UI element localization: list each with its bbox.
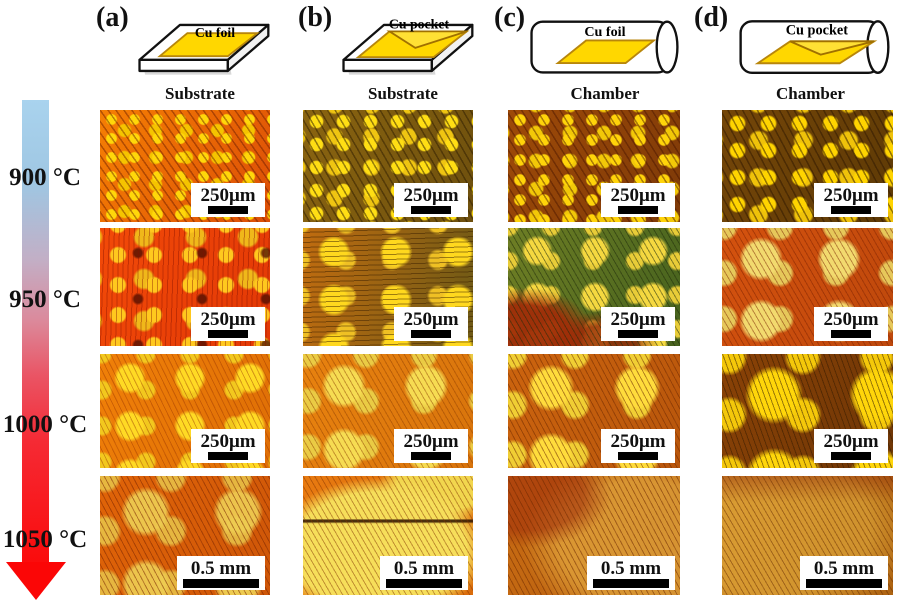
schematic-chamber-pocket: Cu pocket	[739, 20, 890, 74]
scale-bar: 250μm	[191, 429, 265, 463]
scale-rule	[386, 578, 462, 588]
scale-rule	[411, 452, 451, 460]
scale-bar: 250μm	[394, 183, 468, 217]
holder-caption-b: Substrate	[368, 84, 438, 103]
holder-caption-c: Chamber	[570, 84, 640, 103]
scale-label: 250μm	[610, 431, 666, 452]
micrograph-d-1050: 0.5 mm	[722, 476, 893, 595]
schematic-substrate-foil: Cu foil	[138, 23, 270, 75]
panel-header-c: (c) Cu foil Chamber	[494, 0, 684, 106]
scale-bar: 0.5 mm	[800, 556, 888, 590]
scale-rule	[618, 206, 658, 214]
schematic-substrate-pocket: Cu pocket	[342, 17, 474, 75]
scale-bar: 250μm	[814, 183, 888, 217]
temperature-gradient-bar	[22, 100, 49, 568]
scale-rule	[618, 330, 658, 338]
temperature-arrow-head-icon	[6, 562, 66, 600]
scale-label: 250μm	[823, 185, 879, 206]
temperature-label-900: 900 °C	[9, 164, 81, 191]
scale-label: 0.5 mm	[600, 557, 662, 579]
micrograph-a-950: 250μm	[100, 228, 270, 346]
scale-rule	[208, 452, 248, 460]
scale-bar: 0.5 mm	[380, 556, 468, 590]
micrograph-d-950: 250μm	[722, 228, 893, 346]
scale-bar: 250μm	[814, 429, 888, 463]
scale-bar: 250μm	[601, 307, 675, 341]
cu-pocket-label: Cu pocket	[389, 17, 450, 32]
scale-bar: 250μm	[601, 183, 675, 217]
panel-header-d: (d) Cu pocket Chamber	[694, 0, 895, 106]
scale-rule	[208, 330, 248, 338]
cu-foil-label: Cu foil	[584, 24, 625, 40]
scale-label: 0.5 mm	[190, 557, 252, 579]
scale-rule	[411, 206, 451, 214]
scale-bar: 0.5 mm	[177, 556, 265, 590]
micrograph-c-1050: 0.5 mm	[508, 476, 680, 595]
panel-label-b: (b)	[298, 2, 333, 33]
scale-bar: 250μm	[601, 429, 675, 463]
chamber-opening	[655, 20, 679, 74]
micrograph-b-900: 250μm	[303, 110, 473, 222]
cu-foil-shape	[555, 39, 657, 64]
micrograph-d-900: 250μm	[722, 110, 893, 222]
scale-bar: 250μm	[191, 307, 265, 341]
cu-pocket-flap	[386, 30, 468, 49]
scale-label: 0.5 mm	[813, 557, 875, 579]
temperature-label-1050: 1050 °C	[2, 526, 88, 553]
cu-foil-shape	[157, 32, 260, 58]
micrograph-d-1000: 250μm	[722, 354, 893, 468]
cu-pocket-label: Cu pocket	[786, 23, 849, 39]
scale-rule	[831, 452, 871, 460]
panel-header-b: (b) Cu pocket Substrate	[298, 0, 476, 106]
micrograph-c-900: 250μm	[508, 110, 680, 222]
scale-label: 250μm	[200, 431, 256, 452]
scale-rule	[593, 578, 669, 588]
chamber-opening	[866, 20, 890, 74]
scale-label: 250μm	[823, 309, 879, 330]
micrograph-a-1050: 0.5 mm	[100, 476, 270, 595]
scale-bar: 250μm	[394, 307, 468, 341]
scale-label: 250μm	[403, 185, 459, 206]
scale-rule	[208, 206, 248, 214]
micrograph-c-1000: 250μm	[508, 354, 680, 468]
micrograph-b-1000: 250μm	[303, 354, 473, 468]
temperature-label-1000: 1000 °C	[2, 411, 88, 438]
scale-bar: 250μm	[191, 183, 265, 217]
scale-rule	[618, 452, 658, 460]
scale-bar: 0.5 mm	[587, 556, 675, 590]
cu-pocket-flap	[789, 40, 875, 56]
holder-caption-d: Chamber	[776, 84, 845, 103]
holder-caption-a: Substrate	[165, 84, 235, 103]
panel-label-c: (c)	[494, 2, 526, 33]
scale-rule	[831, 206, 871, 214]
cu-foil-label: Cu foil	[195, 25, 235, 40]
micrograph-a-1000: 250μm	[100, 354, 270, 468]
scale-bar: 250μm	[394, 429, 468, 463]
scale-label: 250μm	[200, 185, 256, 206]
micrograph-b-950: 250μm	[303, 228, 473, 346]
scale-label: 250μm	[610, 185, 666, 206]
micrograph-c-950: 250μm	[508, 228, 680, 346]
scale-label: 0.5 mm	[393, 557, 455, 579]
scale-label: 250μm	[823, 431, 879, 452]
scale-label: 250μm	[200, 309, 256, 330]
micrograph-a-900: 250μm	[100, 110, 270, 222]
scale-rule	[183, 578, 259, 588]
temperature-label-950: 950 °C	[9, 286, 81, 313]
scale-label: 250μm	[403, 309, 459, 330]
scale-rule	[411, 330, 451, 338]
scale-rule	[831, 330, 871, 338]
panel-label-d: (d)	[694, 2, 729, 33]
scale-rule	[806, 578, 882, 588]
panel-header-a: (a) Cu foil Substrate	[96, 0, 272, 106]
scale-label: 250μm	[403, 431, 459, 452]
scale-label: 250μm	[610, 309, 666, 330]
scale-bar: 250μm	[814, 307, 888, 341]
panel-label-a: (a)	[96, 2, 129, 33]
schematic-chamber-foil: Cu foil	[530, 20, 679, 74]
micrograph-b-1050: 0.5 mm	[303, 476, 473, 595]
